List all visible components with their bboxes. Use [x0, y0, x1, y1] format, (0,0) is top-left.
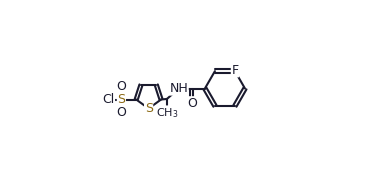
- Text: CH$_3$: CH$_3$: [156, 106, 178, 120]
- Text: S: S: [117, 93, 125, 106]
- Text: O: O: [187, 97, 197, 110]
- Text: Cl: Cl: [102, 93, 114, 106]
- Text: F: F: [231, 64, 238, 77]
- Text: O: O: [116, 80, 126, 93]
- Text: NH: NH: [169, 82, 188, 95]
- Text: S: S: [145, 102, 153, 115]
- Text: O: O: [116, 106, 126, 119]
